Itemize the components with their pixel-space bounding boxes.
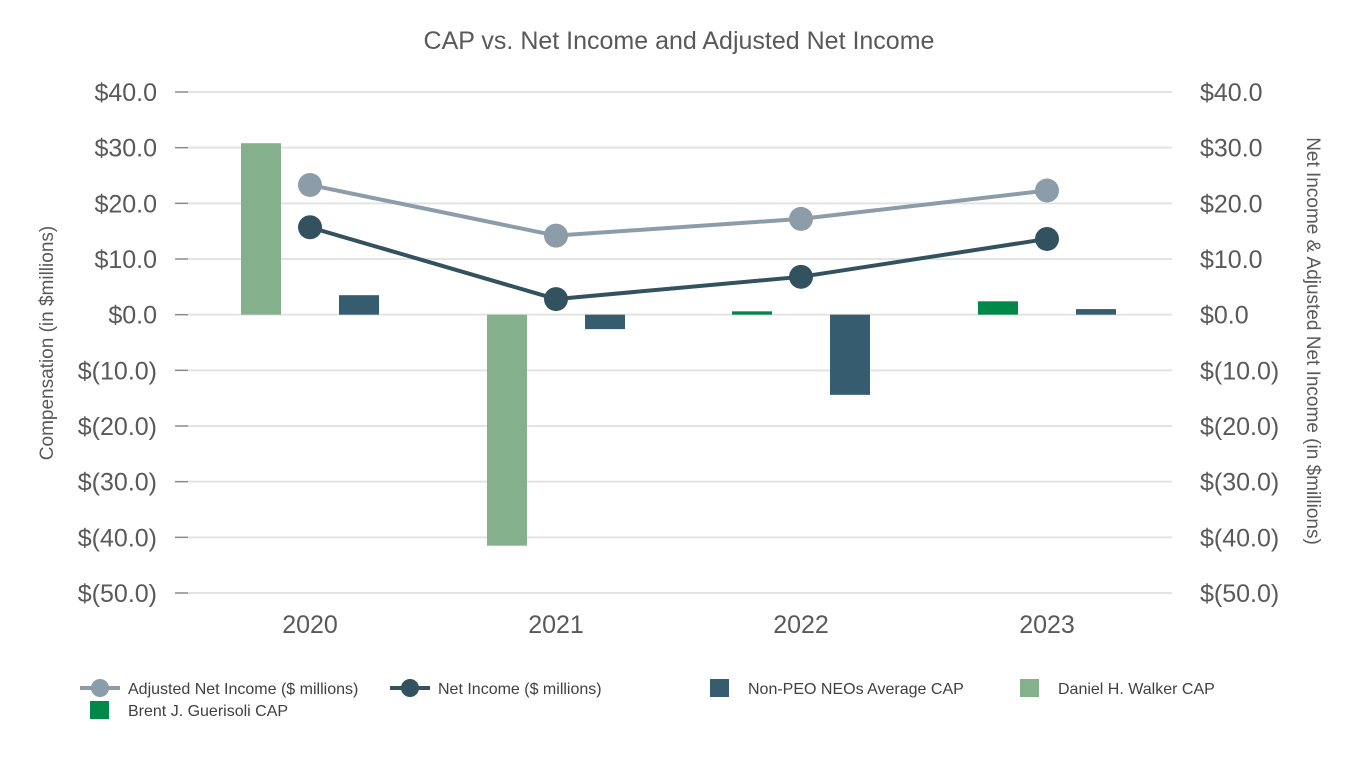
left-tick-label: $(30.0) bbox=[78, 469, 157, 497]
bar-daniel-h-walker-cap-2020 bbox=[241, 143, 281, 315]
line-adjusted-net-income-millions bbox=[309, 183, 1048, 238]
x-axis-ticks: 2020 2021 2022 2023 bbox=[282, 611, 1075, 639]
bars bbox=[241, 143, 1116, 546]
point-adjusted-net-income-millions-2020 bbox=[298, 172, 322, 197]
left-tick-label: $(20.0) bbox=[78, 413, 157, 441]
legend-swatch-non-peo-neos-average-cap bbox=[710, 679, 729, 697]
right-tick-label: $20.0 bbox=[1200, 190, 1263, 218]
lines bbox=[298, 172, 1059, 312]
left-tick-label: $40.0 bbox=[94, 79, 157, 107]
legend-label-adjusted-net-income-millions: Adjusted Net Income ($ millions) bbox=[128, 681, 358, 698]
left-tick-label: $(50.0) bbox=[78, 580, 157, 608]
legend-label-brent-j-guerisoli-cap: Brent J. Guerisoli CAP bbox=[128, 703, 288, 720]
bar-daniel-h-walker-cap-2021 bbox=[487, 314, 527, 546]
right-tick-label: $0.0 bbox=[1200, 302, 1249, 330]
bar-non-peo-neos-average-cap-2022 bbox=[830, 314, 870, 395]
gridlines bbox=[188, 91, 1172, 594]
legend-label-daniel-h-walker-cap: Daniel H. Walker CAP bbox=[1058, 681, 1215, 698]
left-tick-label: $30.0 bbox=[94, 135, 157, 163]
legend-marker-net-income-millions bbox=[401, 679, 419, 697]
chart-title: CAP vs. Net Income and Adjusted Net Inco… bbox=[424, 27, 935, 55]
legend-marker-adjusted-net-income-millions bbox=[91, 679, 109, 697]
left-tick-label: $20.0 bbox=[94, 190, 157, 218]
point-net-income-millions-2020 bbox=[298, 215, 322, 240]
right-tick-label: $(10.0) bbox=[1200, 357, 1279, 385]
right-tick-label: $40.0 bbox=[1200, 79, 1263, 107]
left-tick-label: $(10.0) bbox=[78, 357, 157, 385]
x-tick-label: 2020 bbox=[282, 611, 338, 639]
right-tick-label: $10.0 bbox=[1200, 246, 1263, 274]
point-net-income-millions-2023 bbox=[1035, 226, 1059, 251]
right-axis-ticks: $40.0 $30.0 $20.0 $10.0 $0.0 $(10.0) $(20.0) $(… bbox=[1200, 79, 1279, 608]
right-tick-label: $(40.0) bbox=[1200, 524, 1279, 552]
bar-non-peo-neos-average-cap-2020 bbox=[339, 295, 379, 315]
legend-label-non-peo-neos-average-cap: Non-PEO NEOs Average CAP bbox=[748, 681, 964, 698]
point-adjusted-net-income-millions-2022 bbox=[789, 206, 813, 231]
right-tick-label: $(30.0) bbox=[1200, 469, 1279, 497]
right-tick-label: $30.0 bbox=[1200, 135, 1263, 163]
point-adjusted-net-income-millions-2023 bbox=[1035, 178, 1059, 203]
right-tick-label: $(20.0) bbox=[1200, 413, 1279, 441]
x-tick-label: 2021 bbox=[528, 611, 584, 639]
bar-non-peo-neos-average-cap-2023 bbox=[1076, 309, 1116, 315]
left-tick-label: $0.0 bbox=[108, 302, 157, 330]
left-axis-title: Compensation (in $millions) bbox=[37, 226, 58, 460]
legend: Adjusted Net Income ($ millions) Net Inco… bbox=[80, 679, 1215, 720]
right-axis-title: Net Income & Adjusted Net Income (in $mi… bbox=[1302, 137, 1323, 545]
legend-label-net-income-millions: Net Income ($ millions) bbox=[438, 681, 602, 698]
left-axis-ticks: $40.0 $30.0 $20.0 $10.0 $0.0 $(10.0) $(20.0) $(… bbox=[78, 79, 188, 608]
bar-non-peo-neos-average-cap-2021 bbox=[585, 314, 625, 330]
left-tick-label: $(40.0) bbox=[78, 524, 157, 552]
bar-brent-j-guerisoli-cap-2023 bbox=[978, 301, 1018, 315]
legend-swatch-daniel-h-walker-cap bbox=[1020, 679, 1039, 697]
bar-brent-j-guerisoli-cap-2022 bbox=[732, 311, 772, 315]
line-net-income-millions bbox=[309, 225, 1048, 302]
x-tick-label: 2023 bbox=[1019, 611, 1075, 639]
left-tick-label: $10.0 bbox=[94, 246, 157, 274]
point-net-income-millions-2021 bbox=[544, 287, 568, 312]
legend-swatch-brent-j-guerisoli-cap bbox=[90, 701, 109, 719]
point-net-income-millions-2022 bbox=[789, 264, 813, 289]
point-adjusted-net-income-millions-2021 bbox=[544, 223, 568, 248]
right-tick-label: $(50.0) bbox=[1200, 580, 1279, 608]
x-tick-label: 2022 bbox=[773, 611, 829, 639]
